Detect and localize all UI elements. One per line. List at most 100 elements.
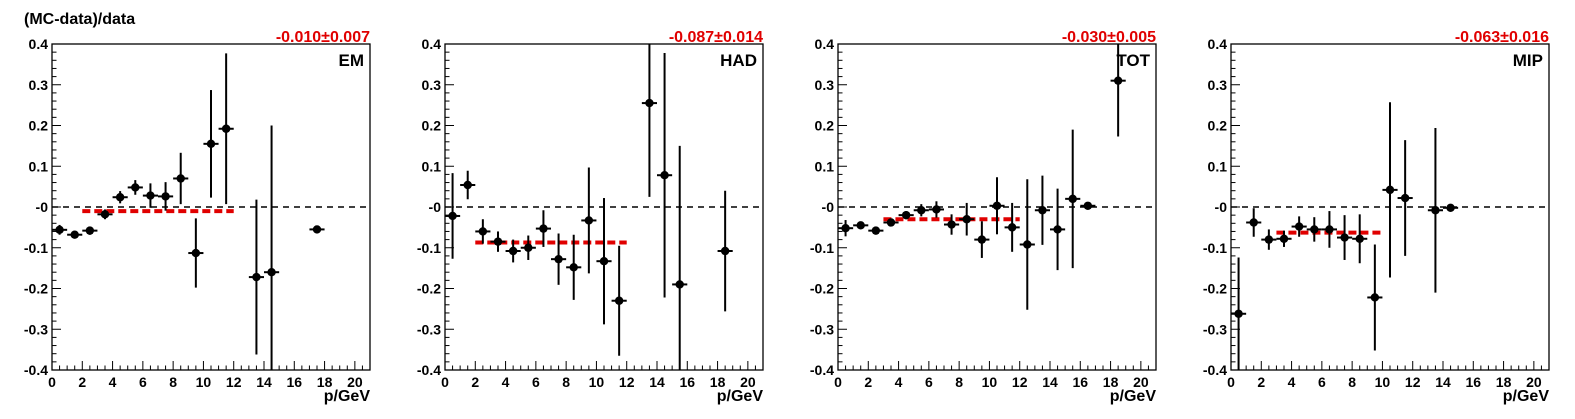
x-tick-label: 6	[925, 374, 933, 390]
data-point	[566, 234, 582, 300]
marker	[55, 225, 64, 235]
data-point	[445, 173, 461, 259]
x-tick-label: 14	[1435, 374, 1451, 390]
data-point	[112, 191, 128, 204]
y-tick-label: 0.2	[1208, 118, 1228, 134]
x-tick-label: 4	[1288, 374, 1296, 390]
x-tick-label: 14	[1042, 374, 1058, 390]
x-tick-label: 18	[317, 374, 333, 390]
x-tick-label: 6	[532, 374, 540, 390]
data-point	[551, 233, 567, 285]
x-tick-label: 0	[48, 374, 56, 390]
marker	[720, 246, 730, 256]
marker	[70, 230, 79, 239]
marker	[1113, 76, 1123, 85]
marker	[645, 98, 654, 108]
data-point	[248, 199, 264, 355]
marker	[1355, 234, 1364, 243]
y-tick-label: 0.1	[1208, 158, 1228, 174]
x-tick-label: 12	[226, 374, 242, 390]
marker	[161, 192, 170, 201]
data-point	[1352, 214, 1368, 264]
x-axis-title: p/GeV	[717, 388, 764, 405]
data-point	[1110, 44, 1126, 137]
data-point	[944, 214, 960, 235]
marker	[1294, 222, 1304, 231]
data-point	[1019, 179, 1035, 310]
x-tick-label: 2	[1257, 374, 1265, 390]
x-tick-label: 10	[196, 374, 212, 390]
marker	[554, 254, 563, 264]
x-axis-title: p/GeV	[324, 388, 371, 405]
panel-had: 0 2 4 6 8 10 12 14 16 18 20 -0.4 -0.3 -0.2 -0.1 -0 0.1 0.…	[417, 29, 764, 405]
y-tick-label: -0.2	[1203, 281, 1227, 297]
y-tick-label: 0.4	[815, 36, 835, 52]
marker	[886, 218, 896, 227]
data-point	[898, 210, 914, 220]
data-point	[505, 239, 521, 263]
data-point	[883, 218, 899, 227]
marker	[1325, 225, 1334, 234]
marker	[614, 296, 624, 305]
y-tick-label: -0.2	[810, 281, 834, 297]
data-point	[67, 230, 83, 239]
marker	[1007, 223, 1017, 232]
x-tick-label: 0	[1227, 374, 1235, 390]
marker	[1264, 235, 1274, 244]
panel-label: HAD	[720, 51, 757, 70]
data-point	[475, 219, 491, 244]
y-tick-label: -0.4	[24, 362, 48, 378]
y-tick-label: -0.2	[417, 281, 441, 297]
x-tick-label: 0	[441, 374, 449, 390]
y-tick-label: 0.4	[1208, 36, 1228, 52]
marker	[1431, 206, 1440, 215]
data-point	[1034, 175, 1050, 245]
marker	[1279, 234, 1289, 243]
x-tick-label: 12	[1405, 374, 1421, 390]
x-tick-label: 20	[740, 374, 756, 390]
marker	[1053, 225, 1062, 234]
marker	[962, 215, 971, 224]
y-tick-label: 0.3	[815, 77, 835, 93]
y-tick-label: -0.3	[417, 321, 441, 337]
y-tick-label: 0.3	[422, 77, 442, 93]
data-point	[520, 235, 536, 260]
x-tick-label: 20	[347, 374, 363, 390]
data-point	[460, 170, 476, 200]
panel-label: MIP	[1513, 51, 1543, 70]
fit-value-label: -0.030±0.005	[1062, 29, 1156, 46]
data-point	[127, 180, 143, 195]
marker	[1038, 206, 1047, 215]
marker	[85, 226, 95, 235]
x-tick-label: 18	[1496, 374, 1512, 390]
data-point	[203, 90, 219, 198]
marker	[1023, 240, 1032, 249]
marker	[1370, 293, 1380, 302]
marker	[660, 171, 669, 180]
marker	[206, 139, 216, 149]
x-tick-label: 20	[1133, 374, 1149, 390]
y-tick-label: -0.3	[1203, 321, 1227, 337]
marker	[221, 124, 231, 133]
y-tick-label: 0.1	[815, 158, 835, 174]
marker	[267, 268, 276, 277]
data-point	[173, 152, 189, 205]
marker	[584, 216, 594, 225]
y-tick-label: -0.1	[810, 240, 834, 256]
marker	[463, 180, 472, 190]
data-point	[1080, 201, 1096, 210]
panel-mip: 0 2 4 6 8 10 12 14 16 18 20 -0.4 -0.3 -0.2 -0.1 -0 0.1 0.…	[1203, 29, 1550, 405]
marker	[1068, 194, 1077, 204]
data-point	[1231, 257, 1247, 370]
x-tick-label: 10	[589, 374, 605, 390]
x-tick-label: 8	[562, 374, 570, 390]
marker	[599, 256, 609, 266]
y-tick-label: 0.1	[422, 158, 442, 174]
x-axis-title: p/GeV	[1110, 388, 1157, 405]
y-tick-label: -0.1	[1203, 240, 1227, 256]
y-tick-label: -0.4	[417, 362, 441, 378]
data-point	[535, 210, 551, 247]
x-tick-label: 0	[834, 374, 842, 390]
fit-value-label: -0.063±0.016	[1455, 29, 1549, 46]
